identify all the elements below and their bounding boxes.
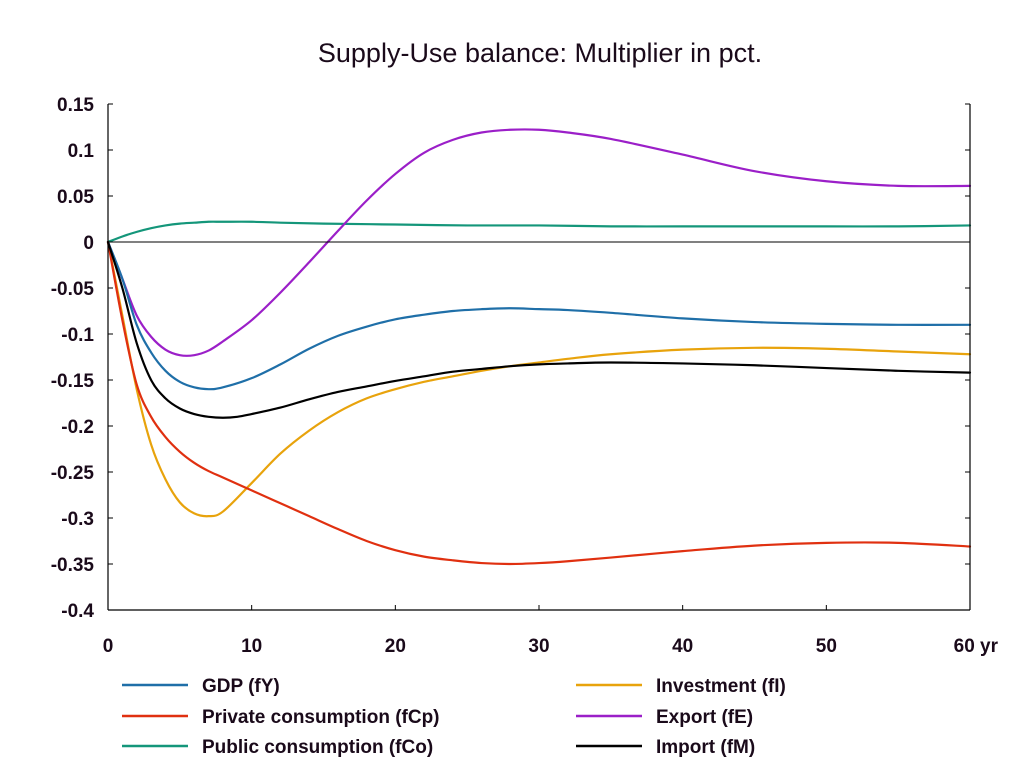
y-tick-label: -0.25 <box>51 463 95 484</box>
x-tick-label: 50 <box>816 636 837 657</box>
axes-layer: 0.15 0.1 0.05 0 -0.05 -0.1 -0.15 -0.2 -0.25 -0.3 -… <box>51 95 999 657</box>
series-line-investment-fi <box>106 240 972 518</box>
series-line-private-consumption-fcp <box>106 240 972 566</box>
legend-label: Import (fM) <box>656 737 755 758</box>
y-tick-label: 0.15 <box>57 95 94 116</box>
series-line-import-fm <box>106 240 972 419</box>
legend-item-import-fm: Import (fM) <box>576 737 755 758</box>
legend-label: Public consumption (fCo) <box>202 737 433 758</box>
x-tick-label: 10 <box>241 636 262 657</box>
legend-label: GDP (fY) <box>202 676 280 697</box>
series-line-public-consumption-fco <box>106 220 972 244</box>
y-tick-label: -0.2 <box>61 417 94 438</box>
y-tick-label: -0.35 <box>51 555 95 576</box>
legend-item-private-consumption-fcp: Private consumption (fCp) <box>122 707 440 728</box>
legend-label: Export (fE) <box>656 707 753 728</box>
x-tick-label: 0 <box>103 636 114 657</box>
y-tick-label: -0.15 <box>51 371 95 392</box>
x-tick-label: 60 yr <box>954 636 999 657</box>
legend-label: Private consumption (fCp) <box>202 707 440 728</box>
y-tick-label: 0.05 <box>57 187 94 208</box>
legend-item-export-fe: Export (fE) <box>576 707 753 728</box>
x-tick-label: 30 <box>528 636 549 657</box>
x-tick-label: 40 <box>672 636 693 657</box>
series-layer <box>106 128 972 566</box>
series-line-gdp-fy <box>106 240 972 391</box>
legend: GDP (fY) Investment (fI) Private consumpti… <box>122 676 786 758</box>
chart-title: Supply-Use balance: Multiplier in pct. <box>318 38 762 68</box>
series-line-export-fe <box>106 128 972 357</box>
y-tick-label: 0 <box>83 233 94 254</box>
x-tick-label: 20 <box>385 636 406 657</box>
y-tick-label: -0.4 <box>61 601 94 622</box>
legend-item-gdp-fy: GDP (fY) <box>122 676 280 697</box>
legend-label: Investment (fI) <box>656 676 786 697</box>
y-tick-label: -0.1 <box>61 325 94 346</box>
y-tick-label: 0.1 <box>68 141 95 162</box>
y-tick-label: -0.05 <box>51 279 95 300</box>
legend-item-investment-fi: Investment (fI) <box>576 676 786 697</box>
y-tick-label: -0.3 <box>61 509 94 530</box>
legend-item-public-consumption-fco: Public consumption (fCo) <box>122 737 433 758</box>
